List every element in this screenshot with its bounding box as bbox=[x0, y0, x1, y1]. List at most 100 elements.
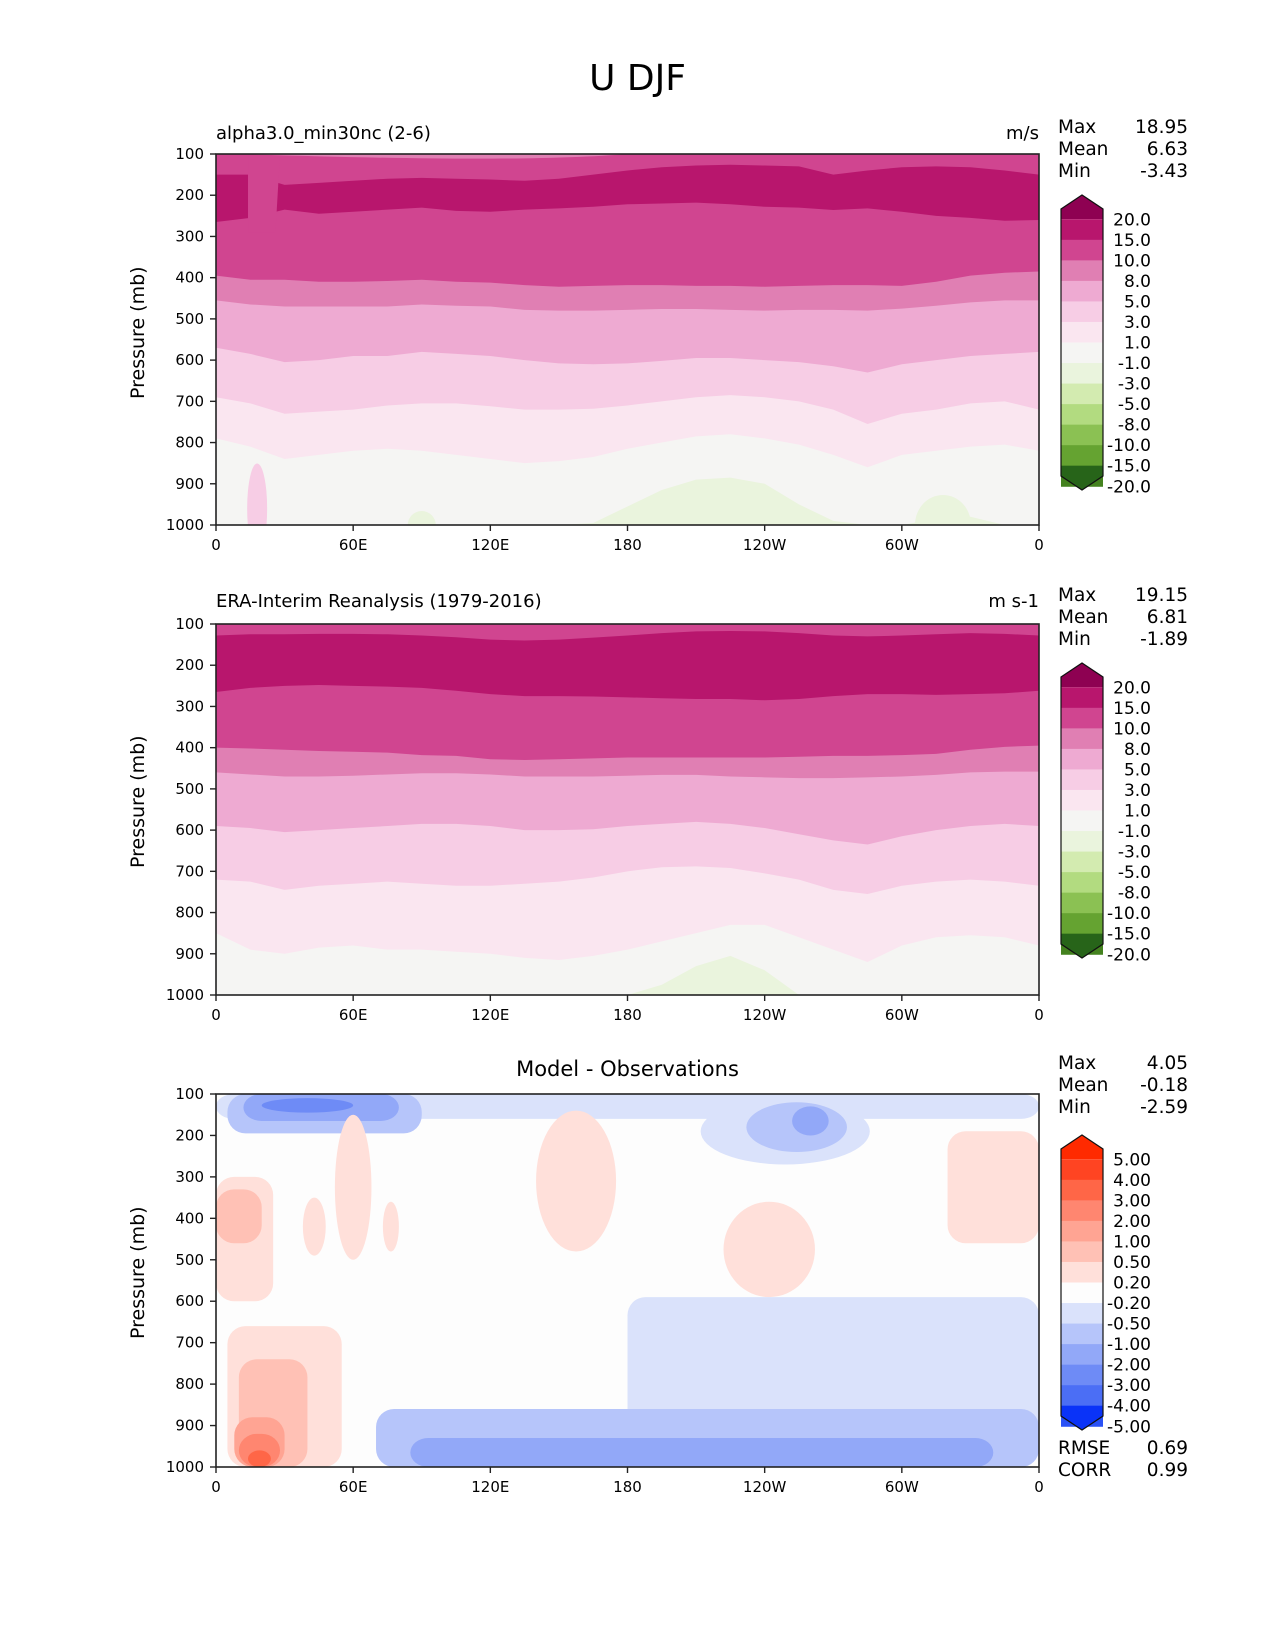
colorbar-swatch bbox=[1061, 1200, 1103, 1222]
contour-region bbox=[261, 1098, 354, 1113]
x-tick-label: 60E bbox=[339, 536, 368, 554]
colorbar-swatch bbox=[1061, 1364, 1103, 1386]
y-tick-label: 300 bbox=[175, 227, 204, 245]
colorbar-tick-label: -3.0 bbox=[1118, 843, 1151, 863]
band-15-20 bbox=[216, 631, 1039, 701]
y-tick-label: 500 bbox=[175, 310, 204, 328]
colorbar-swatch bbox=[1061, 424, 1103, 446]
colorbar-swatch bbox=[1061, 789, 1103, 811]
y-tick-label: 100 bbox=[175, 145, 204, 163]
colorbar-swatch bbox=[1061, 748, 1103, 770]
contour-region bbox=[536, 1110, 617, 1252]
colorbar-tick-label: -20.0 bbox=[1107, 945, 1151, 965]
contour-region bbox=[382, 1201, 399, 1252]
colorbar-swatch bbox=[1061, 445, 1103, 467]
y-tick-label: 300 bbox=[175, 1168, 204, 1186]
colorbar-tick-label: 20.0 bbox=[1113, 678, 1151, 698]
y-tick-label: 500 bbox=[175, 1251, 204, 1269]
y-tick-label: 400 bbox=[175, 269, 204, 287]
colorbar-swatch bbox=[1061, 892, 1103, 914]
colorbar-swatch bbox=[1061, 1344, 1103, 1366]
panel-1-stats: Max 18.95 Mean 6.63 Min -3.43 bbox=[1058, 117, 1188, 183]
x-tick-label: 120W bbox=[743, 1478, 787, 1496]
x-tick-label: 60W bbox=[885, 1006, 919, 1024]
x-tick-label: 0 bbox=[1034, 1478, 1044, 1496]
y-tick-label: 400 bbox=[175, 739, 204, 757]
x-tick-label: 0 bbox=[211, 1006, 221, 1024]
y-tick-label: 1000 bbox=[166, 516, 204, 534]
panel-observations: 100 200 300 400 500 600 700 800 900 1000 0 60E 120E 1… bbox=[166, 615, 1151, 1024]
colorbar-swatch bbox=[1061, 1261, 1103, 1283]
colorbar-tick-label: 10.0 bbox=[1113, 719, 1151, 739]
panel-difference: 100 200 300 400 500 600 700 800 900 1000 0 60E 120E 1… bbox=[166, 1085, 1151, 1496]
colorbar-extend-min bbox=[1061, 465, 1103, 490]
colorbar-extend-max bbox=[1061, 663, 1103, 688]
colorbar-swatch bbox=[1061, 810, 1103, 832]
figure-title: U DJF bbox=[589, 58, 686, 99]
panel-1-title-left: alpha3.0_min30nc (2-6) bbox=[216, 123, 431, 144]
colorbar-swatch bbox=[1061, 872, 1103, 894]
colorbar-swatch bbox=[1061, 1159, 1103, 1181]
colorbar-swatch bbox=[1061, 728, 1103, 750]
y-tick-label: 800 bbox=[175, 1375, 204, 1393]
panel-1-title-right: m/s bbox=[1006, 123, 1039, 144]
colorbar-swatch bbox=[1061, 1282, 1103, 1304]
y-tick-label: 200 bbox=[175, 186, 204, 204]
colorbar-tick-label: -1.0 bbox=[1118, 354, 1151, 374]
stat-label-mean: Mean bbox=[1058, 1075, 1109, 1096]
x-tick-label: 0 bbox=[211, 1478, 221, 1496]
panel-model: 100 200 300 400 500 600 700 800 900 1000 0 60E 120E 1… bbox=[166, 145, 1151, 554]
colorbar-swatch bbox=[1061, 239, 1103, 261]
green-patch bbox=[407, 511, 436, 525]
stat-label-mean: Mean bbox=[1058, 607, 1109, 628]
colorbar-tick-label: -5.00 bbox=[1107, 1417, 1151, 1437]
colorbar-tick-label: 3.0 bbox=[1124, 313, 1151, 333]
y-tick-label: 800 bbox=[175, 434, 204, 452]
x-tick-label: 60E bbox=[339, 1478, 368, 1496]
colorbar-outline bbox=[1060, 194, 1104, 491]
stat-mean: -0.18 bbox=[1140, 1075, 1188, 1096]
y-tick-label: 1000 bbox=[166, 1458, 204, 1476]
colorbar-swatch bbox=[1061, 851, 1103, 873]
x-tick-label: 60W bbox=[885, 536, 919, 554]
colorbar-swatch bbox=[1061, 1303, 1103, 1325]
colorbar-extend-min bbox=[1061, 933, 1103, 958]
colorbar-tick-label: 3.00 bbox=[1113, 1191, 1151, 1211]
y-tick-label: 500 bbox=[175, 780, 204, 798]
stat-max: 4.05 bbox=[1146, 1053, 1188, 1074]
colorbar-tick-label: -0.50 bbox=[1107, 1315, 1151, 1335]
colorbar-tick-label: 8.0 bbox=[1124, 272, 1151, 292]
colorbar-tick-label: -4.00 bbox=[1107, 1397, 1151, 1417]
band-8-10 bbox=[238, 154, 628, 159]
panel-2-title-right: m s-1 bbox=[988, 591, 1039, 612]
colorbar-tick-label: 20.0 bbox=[1113, 210, 1151, 230]
stat-label-max: Max bbox=[1058, 117, 1097, 138]
stat-min: -2.59 bbox=[1140, 1097, 1188, 1118]
stat-label-max: Max bbox=[1058, 1053, 1097, 1074]
colorbar-swatch bbox=[1061, 1179, 1103, 1201]
y-tick-label: 900 bbox=[175, 475, 204, 493]
green-patch bbox=[914, 495, 971, 525]
colorbar-tick-label: -3.0 bbox=[1118, 375, 1151, 395]
stat-min: -3.43 bbox=[1140, 161, 1188, 182]
colorbar-outline bbox=[1060, 662, 1104, 959]
colorbar-tick-label: -5.0 bbox=[1118, 395, 1151, 415]
x-tick-label: 120W bbox=[743, 1006, 787, 1024]
metric-corr: 0.99 bbox=[1146, 1460, 1188, 1481]
band-15-20 bbox=[216, 164, 1039, 223]
colorbar-tick-label: 1.0 bbox=[1124, 802, 1151, 822]
colorbar-swatch bbox=[1061, 769, 1103, 791]
colorbar-swatch bbox=[1061, 321, 1103, 343]
y-tick-label: 200 bbox=[175, 1126, 204, 1144]
stat-mean: 6.63 bbox=[1146, 139, 1188, 160]
colorbar-swatch bbox=[1061, 301, 1103, 323]
x-tick-label: 0 bbox=[211, 536, 221, 554]
y-tick-label: 900 bbox=[175, 945, 204, 963]
colorbar-swatch bbox=[1061, 831, 1103, 853]
colorbar-tick-label: 4.00 bbox=[1113, 1171, 1151, 1191]
y-tick-label: 300 bbox=[175, 697, 204, 715]
colorbar-tick-label: -3.00 bbox=[1107, 1376, 1151, 1396]
panel-3-title: Model - Observations bbox=[516, 1057, 739, 1081]
colorbar-tick-label: 2.00 bbox=[1113, 1212, 1151, 1232]
